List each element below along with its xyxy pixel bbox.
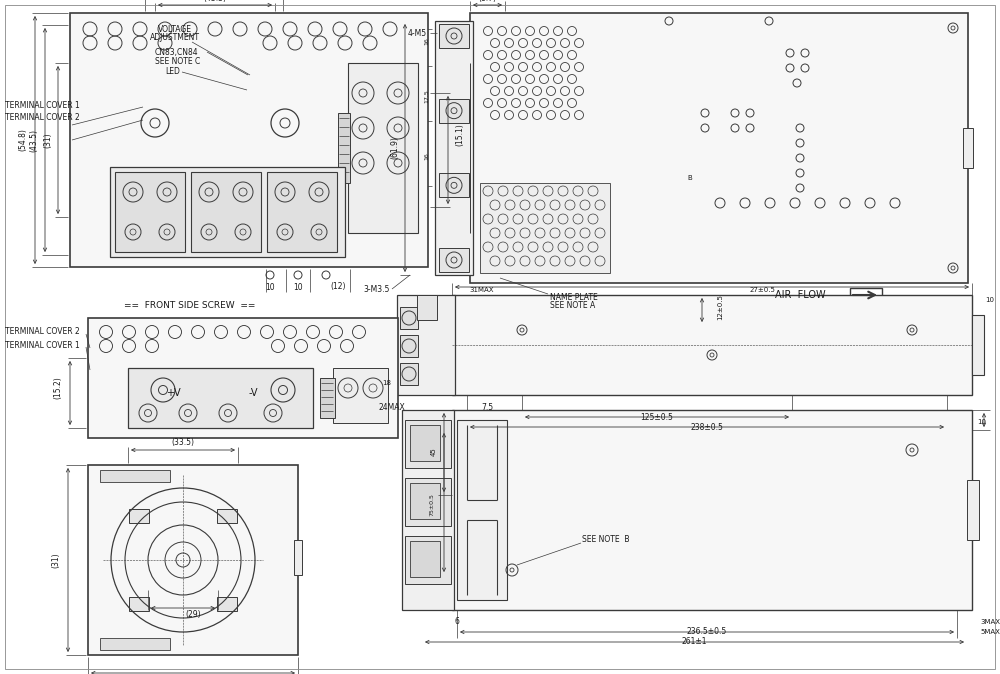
Text: (54.8): (54.8) (18, 129, 28, 152)
Text: 27±0.5: 27±0.5 (749, 287, 775, 293)
Text: 24MAX: 24MAX (379, 402, 405, 412)
Bar (128, 368, 313, 428)
Bar (439, 248, 469, 272)
Text: AIR  FLOW: AIR FLOW (775, 290, 825, 300)
Bar (294, 540, 302, 575)
Text: (61.9): (61.9) (390, 137, 400, 160)
Text: NAME PLATE: NAME PLATE (550, 293, 598, 301)
Bar (405, 420, 451, 468)
Bar (410, 541, 440, 577)
Bar (348, 63, 418, 233)
Bar (400, 335, 418, 357)
Bar (405, 536, 451, 584)
Text: 3-M3.5: 3-M3.5 (364, 284, 390, 293)
Text: SEE NOTE  B: SEE NOTE B (582, 536, 630, 545)
Text: CN83,CN84: CN83,CN84 (155, 47, 199, 57)
Text: B: B (688, 175, 692, 181)
Bar (217, 597, 237, 611)
Text: 17.5: 17.5 (424, 89, 430, 103)
Text: SEE NOTE A: SEE NOTE A (550, 301, 595, 309)
Text: (43.5): (43.5) (30, 129, 38, 152)
Bar (439, 24, 469, 48)
Bar (129, 597, 149, 611)
Text: (29): (29) (185, 611, 201, 619)
Bar (100, 638, 170, 650)
Bar (267, 172, 337, 252)
Text: 45: 45 (431, 448, 437, 456)
Text: (31): (31) (52, 552, 60, 568)
Bar (397, 295, 455, 395)
Text: 18: 18 (382, 380, 392, 386)
Bar (400, 307, 418, 329)
Text: LED: LED (165, 67, 180, 77)
Text: ADJUSTMENT: ADJUSTMENT (150, 34, 200, 42)
Text: 236.5±0.5: 236.5±0.5 (687, 627, 727, 636)
Bar (410, 483, 440, 519)
Bar (338, 113, 350, 183)
Bar (963, 128, 973, 168)
Text: VOLTAGE: VOLTAGE (158, 26, 192, 34)
Bar (88, 465, 298, 655)
Text: 16: 16 (424, 152, 430, 160)
Text: 31MAX: 31MAX (470, 287, 494, 293)
Bar (452, 410, 972, 610)
Text: (43.3): (43.3) (204, 0, 226, 3)
Text: 6: 6 (455, 617, 459, 627)
Bar (110, 167, 345, 257)
Text: (12): (12) (330, 282, 346, 291)
Text: TERMINAL COVER 1: TERMINAL COVER 1 (5, 100, 80, 109)
Bar (435, 21, 473, 275)
Text: (8.7): (8.7) (479, 0, 496, 3)
Bar (129, 509, 149, 523)
Text: 5MAX: 5MAX (980, 629, 1000, 635)
Text: 10: 10 (978, 419, 986, 425)
Text: TERMINAL COVER 2: TERMINAL COVER 2 (5, 113, 80, 123)
Text: 7.5: 7.5 (481, 402, 493, 412)
Text: 16: 16 (424, 37, 430, 45)
Text: 3MAX: 3MAX (980, 619, 1000, 625)
Text: (15.1): (15.1) (456, 123, 464, 146)
Bar (115, 172, 185, 252)
Bar (402, 410, 454, 610)
Bar (439, 98, 469, 123)
Text: SEE NOTE C: SEE NOTE C (155, 57, 200, 67)
Text: TERMINAL COVER 2: TERMINAL COVER 2 (5, 328, 80, 336)
Text: 261±1: 261±1 (681, 638, 707, 646)
Bar (439, 173, 469, 197)
Text: +V: +V (166, 388, 180, 398)
Text: 10: 10 (293, 282, 303, 291)
Bar (480, 183, 610, 273)
Text: 10: 10 (265, 282, 275, 291)
Text: (31): (31) (44, 132, 52, 148)
Text: (15.2): (15.2) (54, 377, 62, 400)
Bar (410, 425, 440, 461)
Bar (100, 470, 170, 482)
Bar (405, 478, 451, 526)
Text: 4-M5: 4-M5 (407, 28, 427, 38)
Bar (191, 172, 261, 252)
Bar (967, 480, 979, 540)
Text: (33.5): (33.5) (172, 439, 194, 448)
Bar (457, 420, 507, 600)
Text: -V: -V (248, 388, 258, 398)
Bar (70, 13, 428, 267)
Text: 238±0.5: 238±0.5 (691, 423, 723, 431)
Bar (452, 295, 972, 395)
Bar (88, 318, 398, 438)
Bar (217, 509, 237, 523)
Text: 125±0.5: 125±0.5 (641, 412, 673, 421)
Bar (470, 13, 968, 283)
Bar (850, 288, 882, 303)
Bar (972, 315, 984, 375)
Text: 10: 10 (986, 297, 994, 303)
Text: TERMINAL COVER 1: TERMINAL COVER 1 (5, 340, 80, 350)
Text: 12±0.5: 12±0.5 (717, 294, 723, 320)
Bar (400, 363, 418, 385)
Text: 75±0.5: 75±0.5 (430, 493, 434, 516)
Bar (320, 378, 335, 418)
Bar (417, 295, 437, 320)
Text: ==  FRONT SIDE SCREW  ==: == FRONT SIDE SCREW == (124, 301, 256, 309)
Bar (333, 368, 388, 423)
